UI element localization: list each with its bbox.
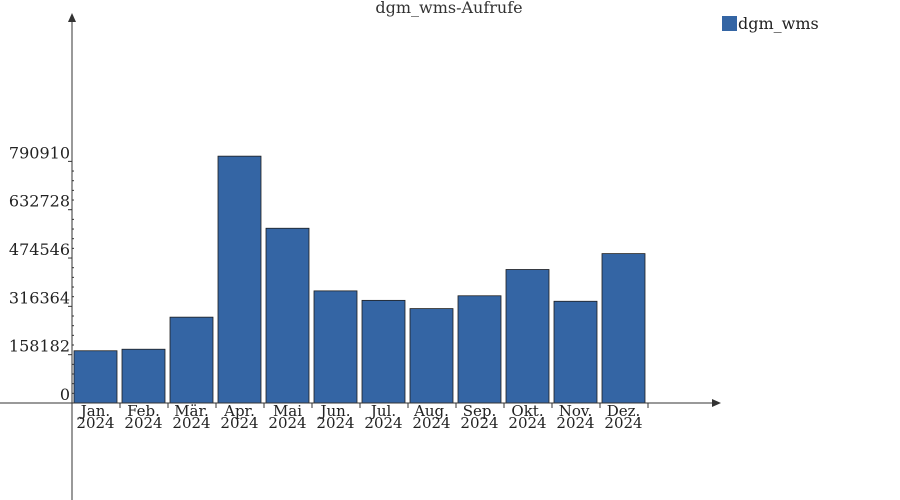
x-tick-label-year-5: 2024 <box>316 414 354 432</box>
bar-11 <box>601 253 646 404</box>
x-tick-label-month-7: Aug. <box>413 402 449 420</box>
legend-swatch <box>722 16 737 31</box>
bar-5 <box>313 290 358 404</box>
x-tick-label-month-9: Okt. <box>511 402 543 420</box>
y-tick-label-5: 790910 <box>9 143 70 162</box>
bar-3 <box>217 155 262 404</box>
x-tick-label-year-6: 2024 <box>364 414 402 432</box>
bar-7 <box>409 308 454 404</box>
x-tick-label-year-4: 2024 <box>268 414 306 432</box>
x-tick-label-month-8: Sep. <box>463 402 497 420</box>
x-tick-label-year-7: 2024 <box>412 414 450 432</box>
x-tick-label-year-9: 2024 <box>508 414 546 432</box>
x-tick-label-month-11: Dez. <box>607 402 641 420</box>
bar-4 <box>265 227 310 404</box>
bar-1 <box>121 348 166 404</box>
x-tick-label-month-6: Jul. <box>369 402 396 420</box>
x-tick-label-year-11: 2024 <box>604 414 642 432</box>
x-tick-label-month-5: Jun. <box>318 402 350 420</box>
legend-label: dgm_wms <box>738 14 819 33</box>
bar-2 <box>169 316 214 404</box>
x-axis-arrow <box>712 399 721 407</box>
bar-10 <box>553 300 598 404</box>
x-axis: Jan.2024Feb.2024Mär.2024Apr.2024Mai2024J… <box>0 399 721 432</box>
x-tick-label-month-3: Apr. <box>223 402 255 420</box>
legend: dgm_wms <box>722 14 819 33</box>
x-tick-label-year-8: 2024 <box>460 414 498 432</box>
x-tick-label-month-10: Nov. <box>559 402 593 420</box>
y-tick-label-1: 158182 <box>9 337 70 356</box>
x-tick-label-year-10: 2024 <box>556 414 594 432</box>
y-tick-label-0: 0 <box>60 385 70 404</box>
bar-0 <box>73 350 118 404</box>
bar-6 <box>361 299 406 404</box>
y-axis: 0 158182 316364 474546 632728 790910 <box>9 13 76 500</box>
x-tick-label-month-0: Jan. <box>79 402 110 420</box>
bar-9 <box>505 269 550 404</box>
x-tick-label-year-0: 2024 <box>76 414 114 432</box>
bars-group <box>73 155 646 404</box>
y-tick-label-2: 316364 <box>9 288 70 307</box>
y-tick-label-4: 632728 <box>9 192 70 211</box>
x-tick-label-year-3: 2024 <box>220 414 258 432</box>
x-tick-label-month-2: Mär. <box>174 402 209 420</box>
bar-8 <box>457 295 502 404</box>
y-axis-arrow <box>68 13 76 22</box>
y-tick-label-3: 474546 <box>9 240 70 259</box>
x-tick-label-month-1: Feb. <box>127 402 160 420</box>
chart-title: dgm_wms-Aufrufe <box>375 0 522 17</box>
x-tick-label-year-1: 2024 <box>124 414 162 432</box>
x-tick-label-year-2: 2024 <box>172 414 210 432</box>
x-tick-label-month-4: Mai <box>273 402 302 420</box>
